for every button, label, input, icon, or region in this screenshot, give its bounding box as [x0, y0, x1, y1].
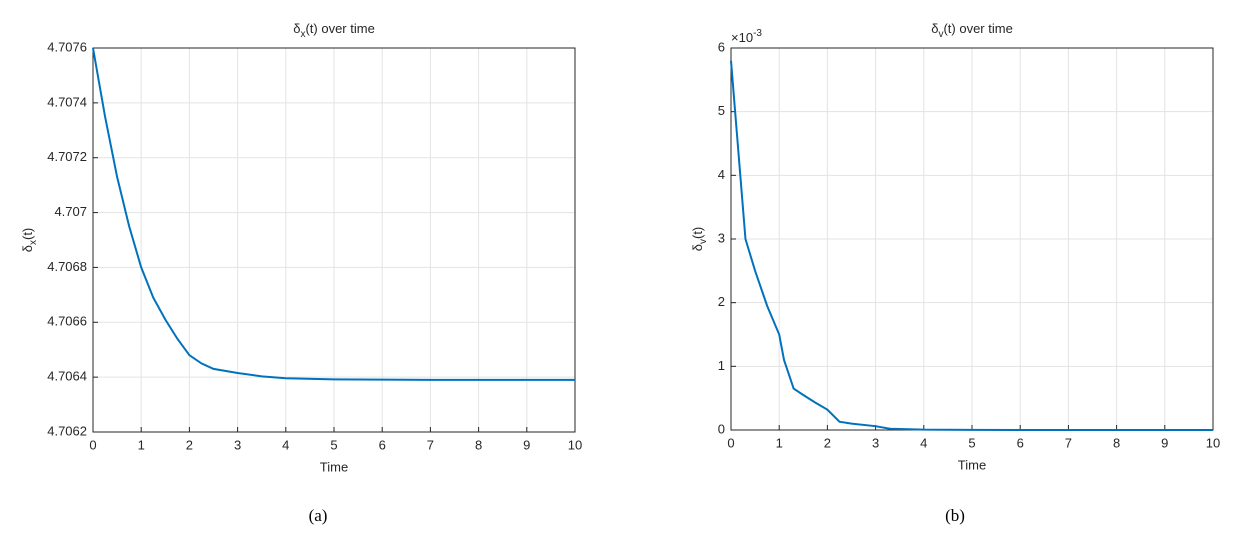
- y-exponent-label: ×10-3: [731, 28, 762, 46]
- x-tick-label: 3: [872, 435, 879, 450]
- caption: (b): [945, 506, 965, 525]
- text-part: (t): [690, 227, 705, 239]
- y-tick-label: 4.7062: [47, 423, 87, 438]
- x-tick-label: 2: [186, 437, 193, 452]
- y-tick-label: 2: [718, 294, 725, 309]
- x-axis-label: Time: [320, 459, 348, 474]
- x-tick-label: 3: [234, 437, 241, 452]
- text-part: δ: [931, 21, 938, 36]
- y-tick-label: 0: [718, 421, 725, 436]
- y-tick-label: 4.7076: [47, 39, 87, 54]
- text-part: δ: [20, 245, 35, 252]
- x-tick-label: 9: [523, 437, 530, 452]
- x-tick-label: 4: [282, 437, 289, 452]
- y-tick-label: 4.707: [54, 204, 87, 219]
- text-part: (t) over time: [943, 21, 1012, 36]
- y-tick-label: 4: [718, 167, 725, 182]
- y-tick-label: 1: [718, 358, 725, 373]
- x-tick-label: 1: [776, 435, 783, 450]
- x-axis-label: Time: [958, 457, 986, 472]
- y-tick-label: 6: [718, 39, 725, 54]
- y-tick-label: 4.7074: [47, 94, 87, 109]
- text-part: (t) over time: [305, 21, 374, 36]
- x-tick-label: 5: [968, 435, 975, 450]
- caption: (a): [309, 506, 328, 525]
- text-part: ×10: [731, 30, 753, 45]
- x-tick-label: 4: [920, 435, 927, 450]
- x-tick-label: 6: [1017, 435, 1024, 450]
- text-part: δ: [690, 244, 705, 251]
- title-subscript: x: [300, 29, 305, 40]
- x-tick-label: 7: [427, 437, 434, 452]
- y-tick-label: 4.7066: [47, 314, 87, 329]
- data-line: [92, 47, 575, 381]
- chart-title: δv(t) over time: [931, 21, 1013, 39]
- x-tick-label: 10: [568, 437, 582, 452]
- title-subscript: v: [938, 29, 943, 40]
- data-line: [730, 60, 1213, 431]
- y-axis-label: δv(t): [690, 227, 708, 252]
- x-tick-label: 7: [1065, 435, 1072, 450]
- x-tick-label: 9: [1161, 435, 1168, 450]
- x-tick-label: 10: [1206, 435, 1220, 450]
- y-label-subscript: x: [28, 240, 39, 245]
- y-axis-label: δx(t): [20, 228, 38, 253]
- chart: 0 1 2 3 4 5 6 7 8 9 10 4.7062 4.7064 4.7066 4.7068 4.70…: [20, 21, 582, 524]
- plot-frame: [92, 47, 576, 433]
- text-part: (t): [20, 228, 35, 240]
- x-tick-label: 1: [138, 437, 145, 452]
- y-tick-label: 4.7068: [47, 259, 87, 274]
- y-label-subscript: v: [698, 239, 709, 244]
- x-tick-label: 8: [1113, 435, 1120, 450]
- y-tick-label: 5: [718, 103, 725, 118]
- text-part: δ: [293, 21, 300, 36]
- x-tick-label: 6: [379, 437, 386, 452]
- y-tick-label: 3: [718, 230, 725, 245]
- x-tick-label: 5: [330, 437, 337, 452]
- exponent-superscript: -3: [753, 28, 762, 39]
- x-tick-label: 2: [824, 435, 831, 450]
- chart-title: δx(t) over time: [293, 21, 375, 39]
- y-tick-label: 4.7064: [47, 369, 87, 384]
- x-tick-label: 0: [89, 437, 96, 452]
- y-tick-label: 4.7072: [47, 149, 87, 164]
- x-tick-label: 0: [727, 435, 734, 450]
- x-tick-label: 8: [475, 437, 482, 452]
